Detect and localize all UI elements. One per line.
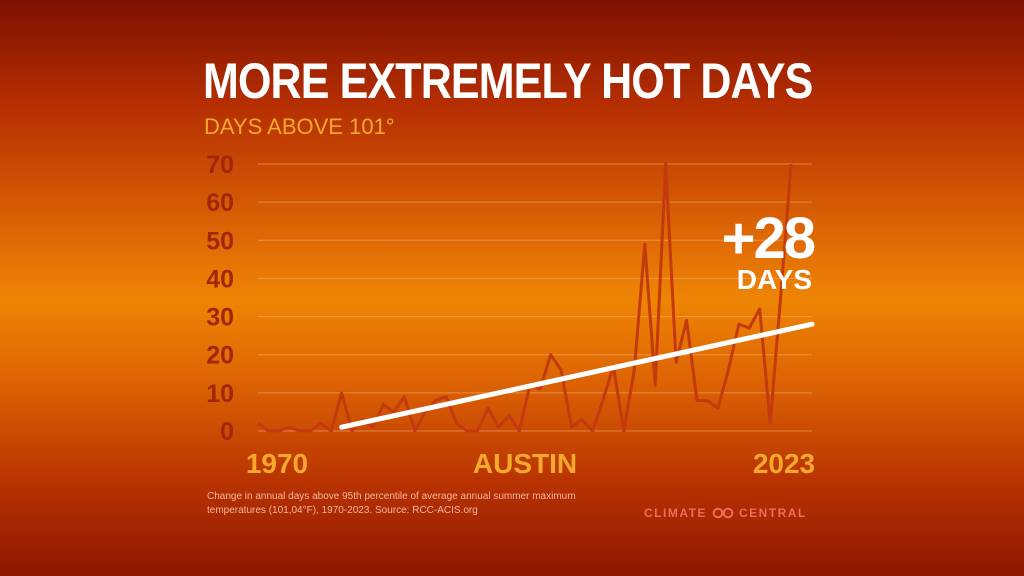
climate-central-infinity-icon: [712, 507, 734, 519]
location-label: AUSTIN: [473, 448, 577, 479]
page-title: MORE EXTREMELY HOT DAYS: [203, 53, 813, 109]
y-tick-label: 30: [206, 304, 234, 332]
y-tick-label: 40: [206, 265, 234, 293]
trend-line: [339, 321, 815, 430]
data-series-line: [257, 162, 793, 433]
x-end-label: 2023: [753, 448, 815, 479]
annotation-value: +28: [722, 206, 815, 271]
x-start-label: 1970: [246, 448, 308, 479]
y-tick-label: 10: [206, 380, 234, 408]
logo-text-left: CLIMATE: [644, 506, 707, 520]
source-caption: Change in annual days above 95th percent…: [207, 491, 576, 516]
climate-central-logo: CLIMATE CENTRAL: [644, 505, 807, 521]
y-tick-label: 0: [220, 418, 234, 446]
annotation-unit: DAYS: [737, 264, 812, 295]
y-tick-label: 50: [206, 227, 234, 255]
y-tick-label: 20: [206, 342, 234, 370]
y-tick-label: 60: [206, 189, 234, 217]
chart-subtitle: DAYS ABOVE 101°: [204, 114, 395, 139]
y-tick-label: 70: [206, 151, 234, 179]
logo-text-right: CENTRAL: [738, 506, 807, 520]
